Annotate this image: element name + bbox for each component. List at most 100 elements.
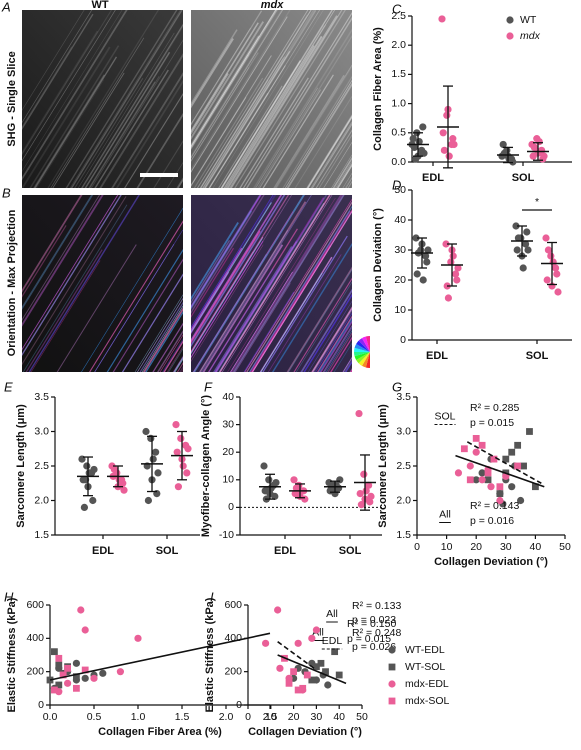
data-point (177, 434, 185, 442)
fiber (191, 244, 264, 362)
data-point (496, 483, 504, 491)
data-point (419, 276, 427, 284)
y-tick-label: 0 (400, 334, 406, 346)
data-point (331, 648, 339, 656)
data-point (444, 294, 452, 302)
fiber (345, 177, 352, 188)
data-point (362, 487, 370, 495)
legend-marker (388, 680, 396, 688)
data-point (520, 462, 527, 470)
data-point (81, 674, 89, 682)
data-point (423, 258, 431, 266)
data-point (449, 252, 457, 260)
y-tick-label: 2.0 (391, 39, 406, 51)
fiber (22, 46, 72, 128)
data-point (317, 659, 325, 667)
fiber (204, 51, 291, 188)
fiber (106, 248, 183, 372)
data-point (499, 140, 507, 149)
data-point (514, 441, 522, 449)
data-point (484, 476, 492, 484)
legend-marker (506, 16, 514, 24)
x-tick-label: 2.0 (219, 711, 234, 723)
fiber (275, 65, 352, 188)
fiber (202, 244, 284, 372)
data-point (542, 234, 550, 242)
y-axis-title: Sarcomere Length (μm) (15, 404, 27, 528)
x-axis-title: Collagen Fiber Area (%) (98, 726, 222, 738)
data-point (134, 634, 142, 642)
fiber (112, 258, 183, 372)
fiber (94, 243, 175, 372)
fiber (230, 195, 342, 372)
data-point (505, 155, 513, 163)
fiber (191, 16, 288, 173)
y-tick-label: 0 (38, 699, 44, 711)
fiber (22, 13, 94, 130)
data-point (116, 668, 124, 676)
data-point (466, 462, 474, 470)
fiber (191, 240, 231, 304)
fiber (207, 228, 298, 372)
fiber (220, 60, 301, 188)
data-point (274, 606, 282, 614)
panel-label: H (4, 589, 14, 604)
fiber (191, 29, 238, 106)
x-tick-label: 30 (311, 711, 323, 723)
fiber (74, 77, 144, 188)
y-tick-label: 2.5 (396, 460, 411, 472)
fiber (262, 74, 334, 188)
legend-label: WT-EDL (405, 644, 445, 656)
fiber (221, 10, 333, 188)
y-tick-label: 20 (394, 274, 406, 286)
fiber (115, 79, 183, 188)
fiber (22, 195, 104, 327)
data-point (152, 448, 160, 456)
data-point (301, 495, 309, 503)
y-tick-label: 30 (394, 244, 406, 256)
fiber (177, 179, 183, 188)
y-tick-label: 20 (222, 446, 234, 458)
data-point (174, 483, 182, 491)
fiber (196, 10, 309, 188)
fiber (81, 207, 183, 372)
data-point (73, 684, 80, 692)
data-point (453, 276, 461, 284)
fiber (191, 238, 263, 355)
fiber (191, 38, 234, 109)
fiber (215, 195, 328, 372)
x-tick-label: EDL (274, 545, 296, 557)
y-tick-label: 0 (228, 501, 234, 513)
data-point (544, 246, 553, 254)
y-tick-label: 400 (26, 632, 44, 644)
panel-label: A (1, 0, 11, 14)
fiber (89, 75, 160, 188)
fiber (124, 92, 183, 188)
y-tick-label: 30 (222, 418, 234, 430)
fiber (191, 195, 286, 348)
fiber (22, 195, 100, 321)
panel-label: B (2, 185, 11, 200)
data-point (519, 264, 527, 272)
column-title: mdx (261, 0, 285, 11)
fiber (22, 195, 119, 351)
data-point (149, 455, 157, 463)
data-point (51, 648, 58, 656)
micrograph-texture (22, 195, 183, 372)
fiber (342, 356, 352, 372)
y-axis-title: Myofiber-collagen Angle (°) (200, 395, 212, 537)
column-title: WT (91, 0, 108, 11)
fit-name: All (326, 608, 338, 620)
data-point (271, 492, 279, 500)
data-point (77, 606, 85, 614)
fiber (36, 79, 105, 188)
y-tick-label: 2.5 (34, 460, 49, 472)
data-point (526, 428, 533, 435)
panel-label: C (392, 1, 402, 16)
fiber (293, 277, 352, 372)
data-point (312, 626, 320, 634)
fiber (248, 205, 352, 372)
data-point (412, 234, 420, 242)
fiber (191, 210, 253, 311)
x-tick-label: 30 (500, 541, 512, 553)
